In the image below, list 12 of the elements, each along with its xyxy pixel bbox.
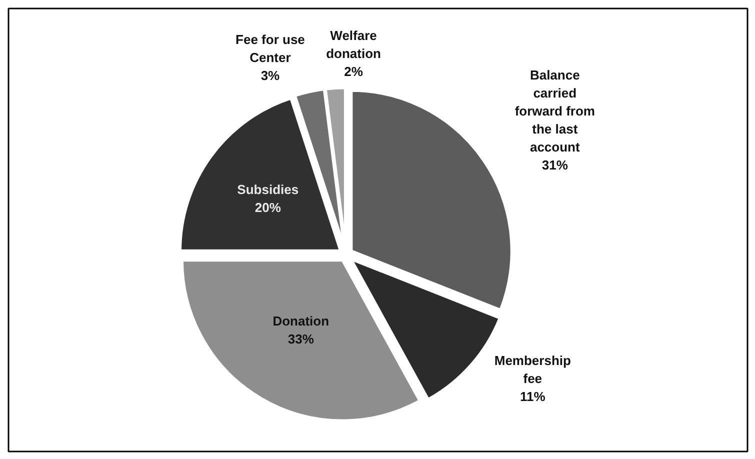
data-label: 33% xyxy=(288,331,314,346)
data-label: 2% xyxy=(344,64,364,79)
slice-label: Donation xyxy=(272,313,330,328)
slice-label: Fee for use Center xyxy=(236,32,305,65)
data-label: 3% xyxy=(260,68,280,83)
slice-label: Balance carried forward from the last account xyxy=(514,68,595,155)
slice-label: Welfare donation xyxy=(326,28,382,61)
data-label: 31% xyxy=(542,158,568,173)
data-label: 20% xyxy=(254,200,282,216)
data-label: 11% xyxy=(520,389,546,404)
slice-label: Subsidies xyxy=(237,182,299,198)
slice-label: Membership fee xyxy=(494,353,571,386)
